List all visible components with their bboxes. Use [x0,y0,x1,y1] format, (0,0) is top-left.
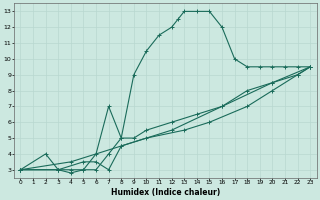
X-axis label: Humidex (Indice chaleur): Humidex (Indice chaleur) [111,188,220,197]
